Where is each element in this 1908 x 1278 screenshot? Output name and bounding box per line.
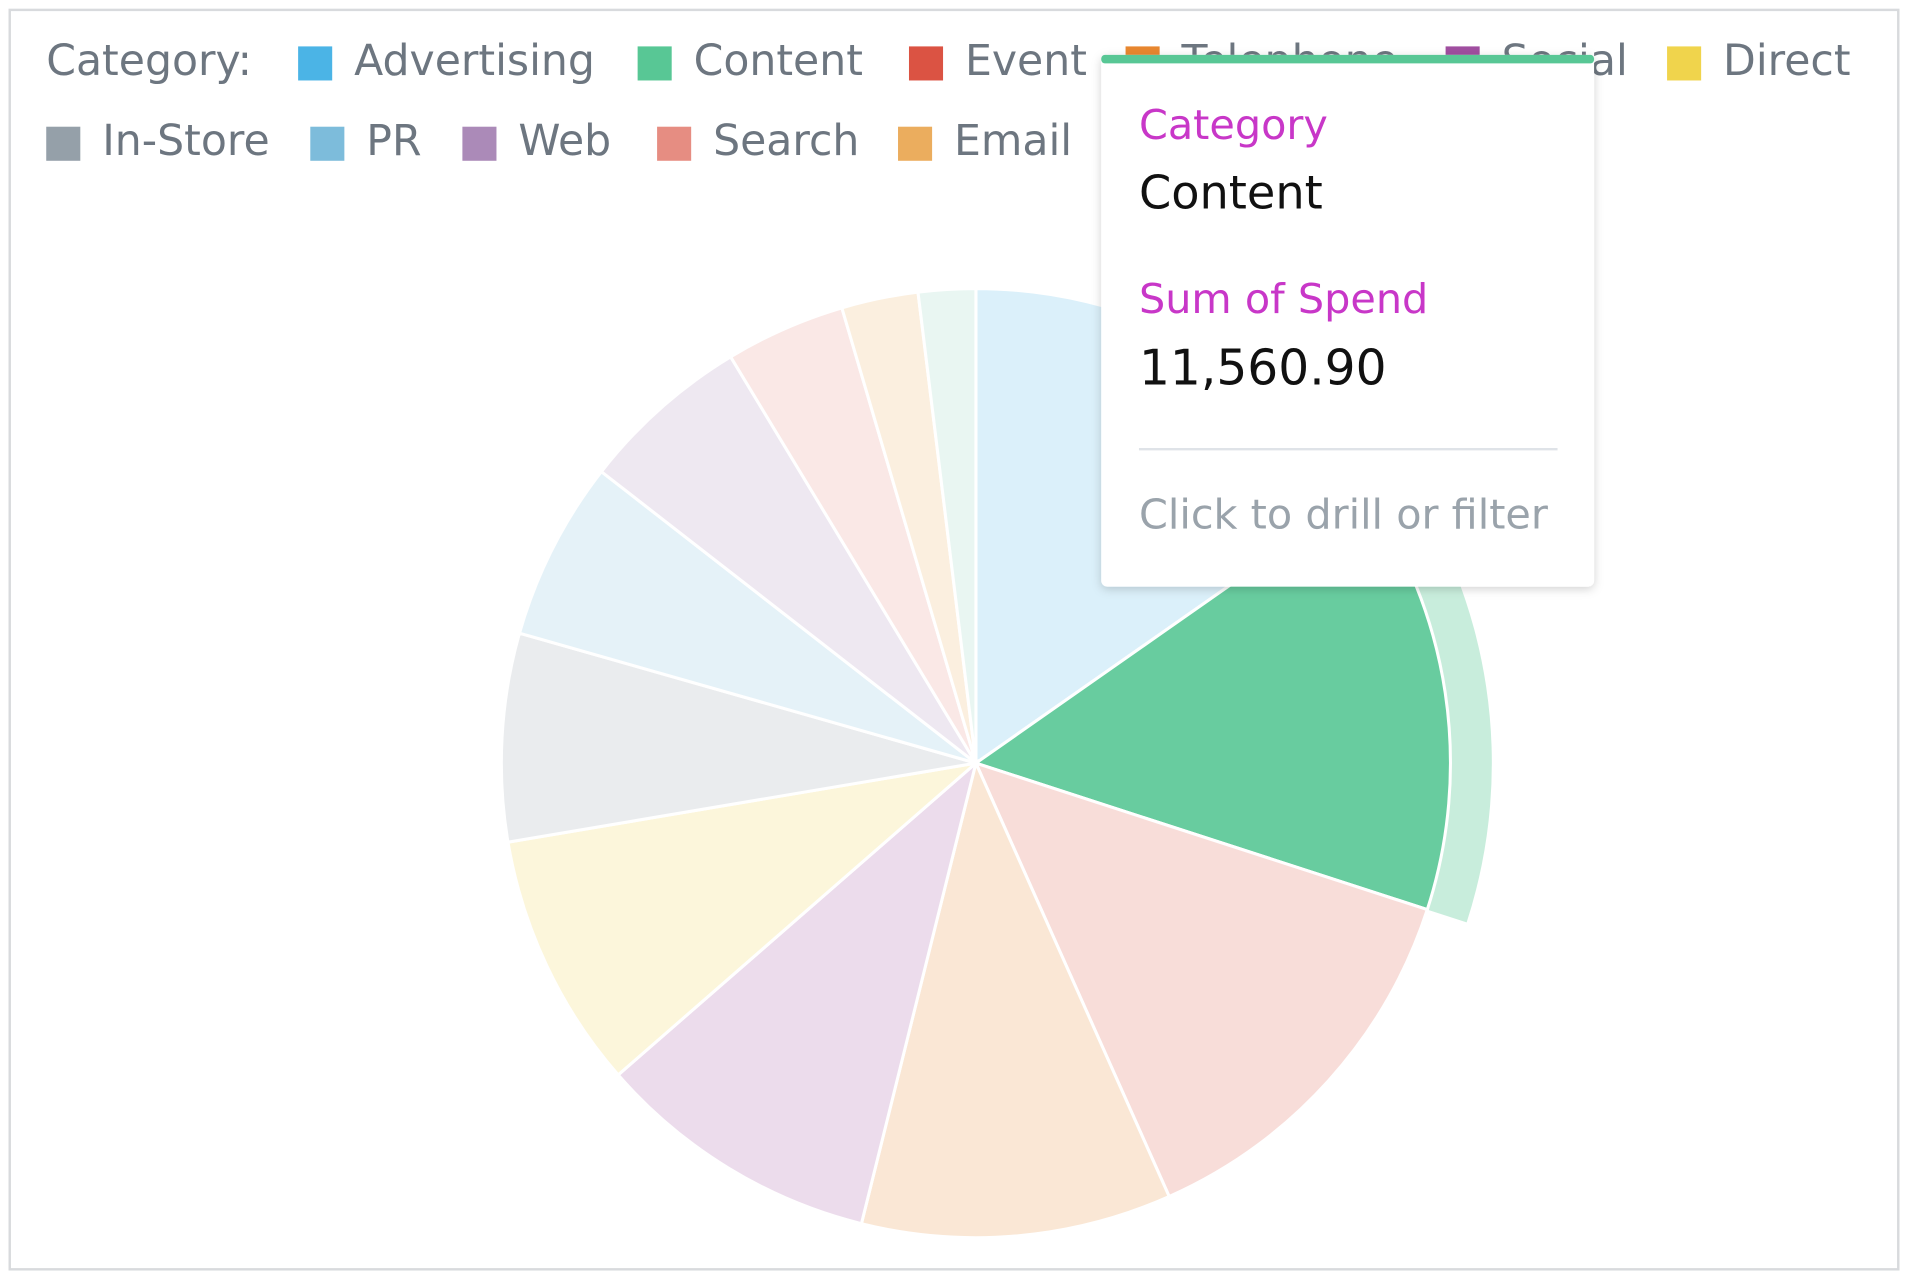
- legend-swatch: [908, 46, 944, 81]
- legend-swatch: [310, 126, 345, 161]
- legend-swatch: [1667, 46, 1702, 81]
- legend: AdvertisingContentEventTelephoneSocialDi…: [46, 36, 1851, 166]
- slice[interactable]: [916, 287, 978, 764]
- legend-label[interactable]: Direct: [1723, 36, 1851, 86]
- legend-label[interactable]: Event: [965, 36, 1087, 86]
- tooltip-value: 11,560.90: [1139, 340, 1387, 396]
- legend-label[interactable]: PR: [366, 116, 421, 166]
- slice[interactable]: [506, 760, 981, 1078]
- legend-swatch: [898, 126, 933, 161]
- legend-label[interactable]: Email: [954, 116, 1072, 166]
- slice[interactable]: [499, 631, 977, 844]
- slice[interactable]: [616, 758, 979, 1226]
- tooltip-accent: [1101, 54, 1595, 64]
- slice[interactable]: [973, 760, 1430, 1199]
- legend-label[interactable]: Content: [694, 36, 863, 86]
- tooltip: Category Content Sum of Spend 11,560.90 …: [1101, 54, 1595, 587]
- legend-label[interactable]: In-Store: [102, 116, 269, 166]
- slice[interactable]: [517, 469, 977, 765]
- slice[interactable]: [599, 354, 978, 765]
- legend-swatch: [657, 126, 692, 161]
- legend-swatch: [298, 46, 333, 81]
- tooltip-box: [1101, 54, 1595, 587]
- slice-halo: [1364, 467, 1492, 923]
- legend-title: Category:: [46, 36, 252, 86]
- slice[interactable]: [859, 758, 1172, 1240]
- legend-swatch: [637, 46, 672, 81]
- tooltip-label: Category: [1139, 101, 1328, 149]
- legend-swatch: [46, 126, 81, 161]
- tooltip-label: Sum of Spend: [1139, 275, 1428, 323]
- tooltip-hint: Click to drill or filter: [1139, 490, 1548, 538]
- legend-swatch: [462, 126, 497, 161]
- tooltip-value: Content: [1139, 166, 1323, 220]
- legend-label[interactable]: Web: [518, 116, 611, 166]
- legend-label[interactable]: Search: [713, 116, 859, 166]
- legend-label[interactable]: Advertising: [354, 36, 595, 86]
